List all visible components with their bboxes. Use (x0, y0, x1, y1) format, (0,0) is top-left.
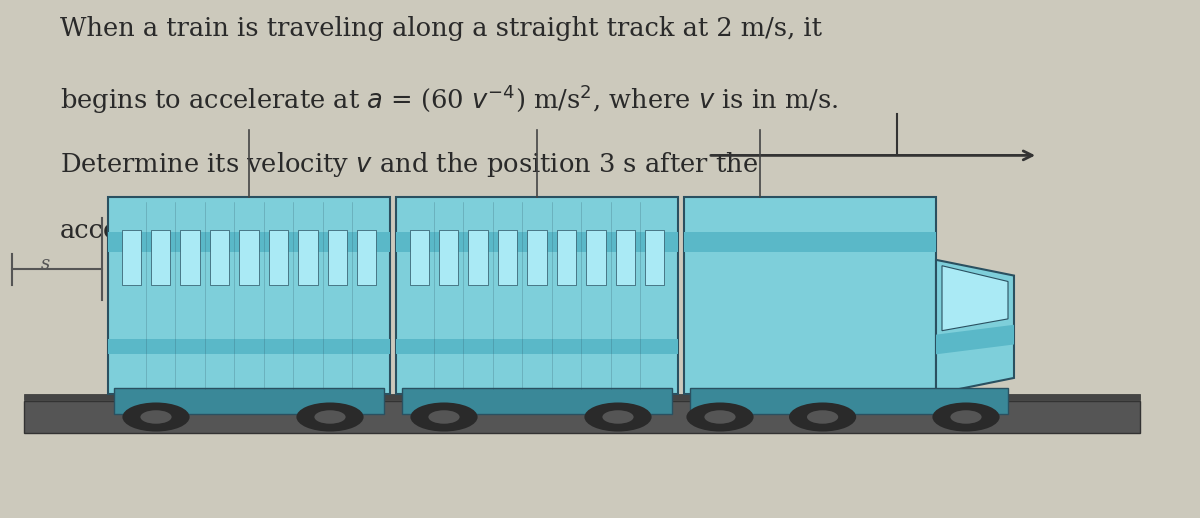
Ellipse shape (932, 402, 1000, 431)
Bar (299, 231, 318, 285)
Ellipse shape (584, 402, 652, 431)
Bar (269, 231, 288, 285)
Ellipse shape (140, 410, 172, 424)
Ellipse shape (808, 410, 839, 424)
Text: acceleration.: acceleration. (60, 218, 229, 242)
Bar (684, 232, 936, 252)
Bar (108, 339, 390, 354)
Ellipse shape (296, 402, 364, 431)
Bar (121, 231, 140, 285)
Bar (402, 388, 672, 414)
Bar (409, 231, 428, 285)
Polygon shape (936, 260, 1014, 394)
Bar (439, 231, 458, 285)
Text: When a train is traveling along a straight track at 2 m/s, it: When a train is traveling along a straig… (60, 16, 822, 40)
Ellipse shape (704, 410, 736, 424)
Bar (557, 231, 576, 285)
Bar (24, 394, 1140, 400)
Bar (108, 232, 390, 252)
Bar (240, 231, 258, 285)
Ellipse shape (314, 410, 346, 424)
Text: begins to accelerate at $a$ = (60 $v^{-4}$) m/s$^2$, where $v$ is in m/s.: begins to accelerate at $a$ = (60 $v^{-4… (60, 83, 839, 117)
Ellipse shape (602, 410, 634, 424)
Bar (358, 231, 377, 285)
Ellipse shape (428, 410, 460, 424)
Bar (210, 231, 229, 285)
Text: Determine its velocity $v$ and the position 3 s after the: Determine its velocity $v$ and the posit… (60, 150, 758, 179)
Bar (180, 231, 199, 285)
Bar (616, 231, 635, 285)
Ellipse shape (790, 402, 857, 431)
Bar (684, 197, 936, 394)
Ellipse shape (950, 410, 982, 424)
Ellipse shape (410, 402, 478, 431)
Text: s: s (41, 255, 50, 273)
Bar (498, 231, 517, 285)
Polygon shape (942, 266, 1008, 330)
Bar (114, 388, 384, 414)
Bar (151, 231, 170, 285)
Bar (328, 231, 347, 285)
Bar (646, 231, 665, 285)
Bar (396, 197, 678, 394)
Bar (468, 231, 487, 285)
Bar (528, 231, 546, 285)
Bar (24, 401, 1140, 433)
Polygon shape (936, 325, 1014, 354)
Bar (587, 231, 606, 285)
Bar (396, 232, 678, 252)
Bar (396, 339, 678, 354)
Ellipse shape (686, 402, 754, 431)
Bar (690, 388, 1008, 414)
Ellipse shape (122, 402, 190, 431)
Bar (108, 197, 390, 394)
